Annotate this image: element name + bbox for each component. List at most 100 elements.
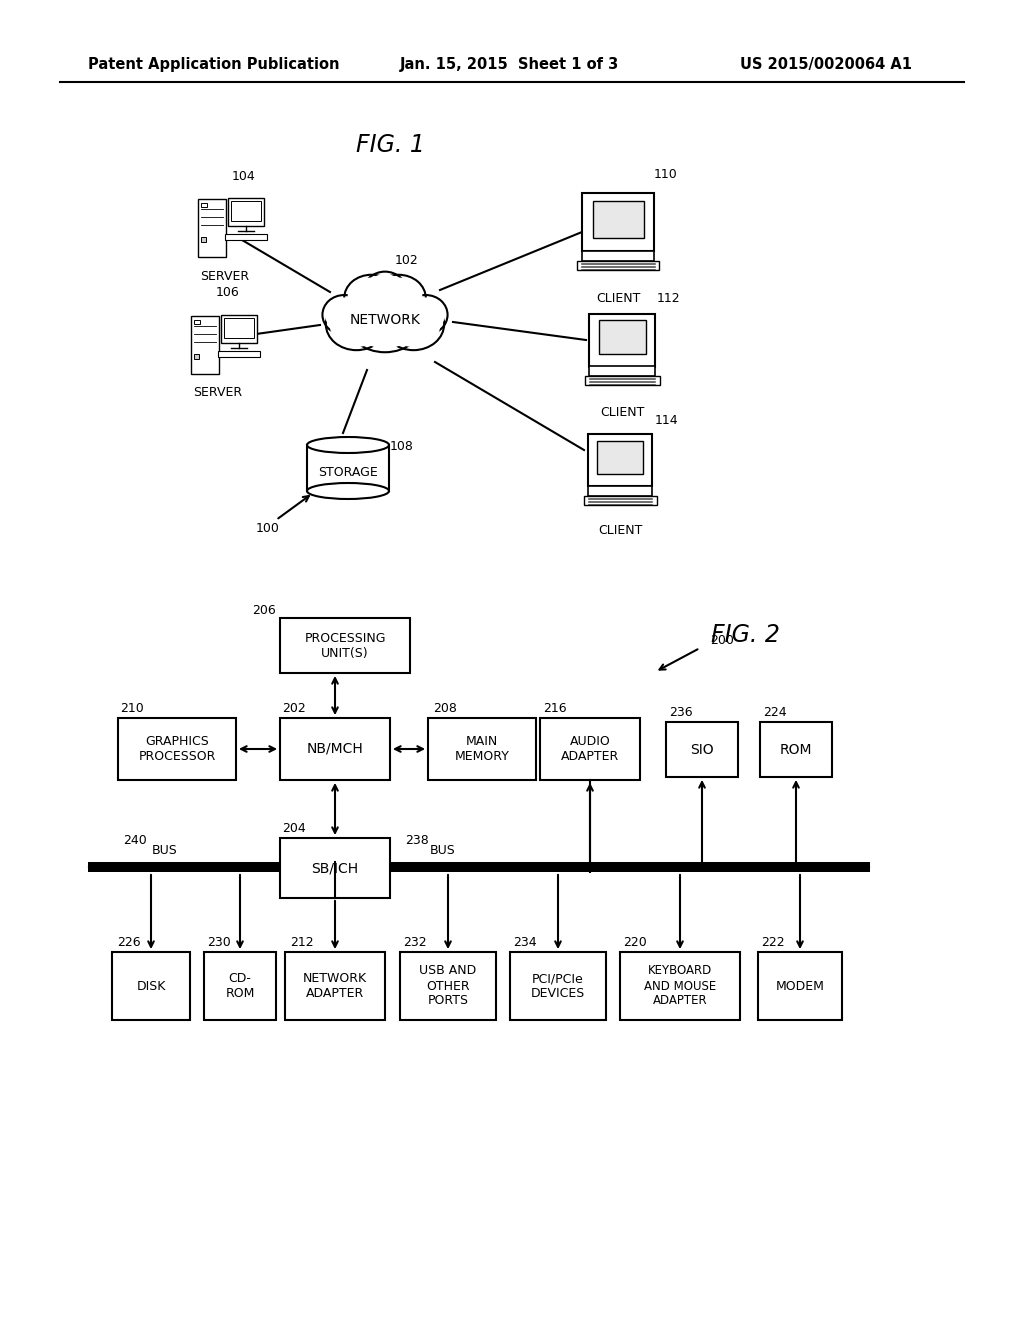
FancyBboxPatch shape [218, 351, 260, 356]
FancyBboxPatch shape [280, 838, 390, 898]
FancyBboxPatch shape [593, 201, 644, 238]
FancyBboxPatch shape [194, 354, 199, 359]
FancyBboxPatch shape [540, 718, 640, 780]
Ellipse shape [366, 275, 404, 309]
Text: NB/MCH: NB/MCH [306, 742, 364, 756]
Ellipse shape [345, 288, 424, 352]
FancyBboxPatch shape [390, 862, 870, 873]
Text: ROM: ROM [779, 742, 812, 756]
FancyBboxPatch shape [510, 952, 606, 1020]
Text: AUDIO
ADAPTER: AUDIO ADAPTER [561, 735, 620, 763]
FancyBboxPatch shape [582, 251, 654, 261]
FancyBboxPatch shape [589, 366, 655, 376]
Text: 216: 216 [543, 702, 566, 715]
FancyBboxPatch shape [201, 203, 207, 207]
Ellipse shape [344, 275, 398, 322]
Text: SERVER: SERVER [201, 269, 250, 282]
Text: 226: 226 [117, 936, 140, 949]
FancyBboxPatch shape [577, 261, 659, 271]
FancyBboxPatch shape [194, 319, 200, 323]
FancyBboxPatch shape [758, 952, 842, 1020]
FancyBboxPatch shape [118, 718, 236, 780]
FancyBboxPatch shape [589, 314, 655, 367]
Ellipse shape [307, 437, 389, 453]
Ellipse shape [307, 483, 389, 499]
Text: FIG. 2: FIG. 2 [711, 623, 779, 647]
Text: 104: 104 [232, 169, 256, 182]
Ellipse shape [387, 301, 440, 347]
FancyBboxPatch shape [582, 193, 654, 251]
Ellipse shape [330, 301, 383, 347]
FancyBboxPatch shape [221, 315, 257, 343]
Text: Jan. 15, 2015  Sheet 1 of 3: Jan. 15, 2015 Sheet 1 of 3 [400, 58, 620, 73]
Text: DISK: DISK [136, 979, 166, 993]
Ellipse shape [326, 298, 387, 350]
Ellipse shape [364, 272, 407, 312]
Text: STORAGE: STORAGE [318, 466, 378, 479]
Text: CLIENT: CLIENT [600, 405, 644, 418]
Text: 240: 240 [123, 833, 146, 846]
FancyBboxPatch shape [280, 618, 410, 673]
Text: 238: 238 [406, 833, 429, 846]
Text: BUS: BUS [153, 843, 178, 857]
FancyBboxPatch shape [666, 722, 738, 777]
Ellipse shape [323, 296, 366, 334]
Text: 106: 106 [216, 286, 240, 300]
Bar [307, 445, 389, 491]
FancyBboxPatch shape [588, 434, 652, 486]
Text: CLIENT: CLIENT [598, 524, 642, 536]
FancyBboxPatch shape [588, 486, 652, 496]
Text: NETWORK
ADAPTER: NETWORK ADAPTER [303, 972, 367, 1001]
Text: 236: 236 [669, 706, 692, 719]
FancyBboxPatch shape [585, 376, 660, 385]
Text: 114: 114 [655, 413, 679, 426]
Text: 112: 112 [657, 292, 681, 305]
FancyBboxPatch shape [225, 234, 267, 240]
Text: 110: 110 [654, 168, 678, 181]
Text: 212: 212 [290, 936, 313, 949]
Text: 102: 102 [395, 253, 419, 267]
FancyBboxPatch shape [204, 952, 276, 1020]
Text: MAIN
MEMORY: MAIN MEMORY [455, 735, 509, 763]
Text: MODEM: MODEM [775, 979, 824, 993]
FancyBboxPatch shape [191, 315, 219, 374]
FancyBboxPatch shape [400, 952, 496, 1020]
FancyBboxPatch shape [285, 952, 385, 1020]
FancyBboxPatch shape [620, 952, 740, 1020]
Text: 234: 234 [513, 936, 537, 949]
FancyBboxPatch shape [198, 199, 226, 257]
Text: FIG. 1: FIG. 1 [355, 133, 424, 157]
Text: 210: 210 [120, 702, 143, 715]
FancyBboxPatch shape [112, 952, 190, 1020]
Text: 230: 230 [207, 936, 230, 949]
Text: USB AND
OTHER
PORTS: USB AND OTHER PORTS [420, 965, 476, 1007]
Text: GRAPHICS
PROCESSOR: GRAPHICS PROCESSOR [138, 735, 216, 763]
FancyBboxPatch shape [597, 441, 643, 474]
Text: SIO: SIO [690, 742, 714, 756]
FancyBboxPatch shape [599, 319, 646, 354]
Ellipse shape [375, 277, 423, 318]
Text: CLIENT: CLIENT [596, 293, 640, 305]
Text: PROCESSING
UNIT(S): PROCESSING UNIT(S) [304, 631, 386, 660]
Text: SERVER: SERVER [194, 387, 243, 400]
Ellipse shape [404, 296, 447, 334]
Text: 202: 202 [282, 702, 306, 715]
FancyBboxPatch shape [201, 238, 206, 242]
Text: 232: 232 [403, 936, 427, 949]
Text: 200: 200 [710, 635, 734, 648]
Ellipse shape [350, 292, 420, 348]
Text: KEYBOARD
AND MOUSE
ADAPTER: KEYBOARD AND MOUSE ADAPTER [644, 965, 716, 1007]
Text: US 2015/0020064 A1: US 2015/0020064 A1 [740, 58, 912, 73]
Ellipse shape [347, 277, 395, 318]
Ellipse shape [383, 298, 444, 350]
Ellipse shape [325, 297, 364, 333]
Text: 108: 108 [390, 440, 414, 453]
Text: 220: 220 [623, 936, 647, 949]
FancyBboxPatch shape [280, 718, 390, 780]
Text: 206: 206 [252, 603, 276, 616]
FancyBboxPatch shape [88, 862, 280, 873]
Text: CD-
ROM: CD- ROM [225, 972, 255, 1001]
Text: 222: 222 [761, 936, 784, 949]
Text: SB/ICH: SB/ICH [311, 861, 358, 875]
Text: 204: 204 [282, 822, 306, 836]
